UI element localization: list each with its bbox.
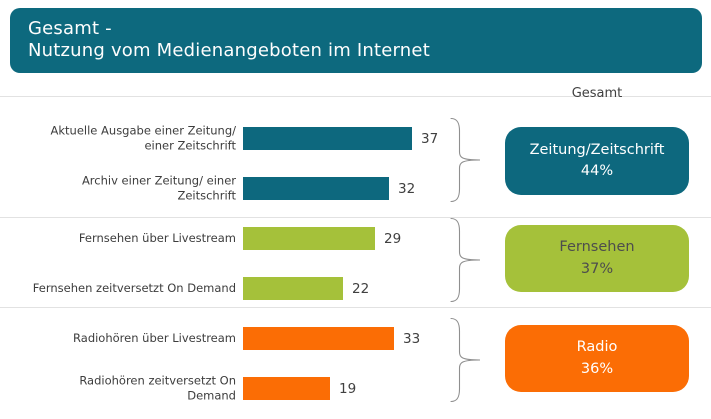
category-label: Radiohören über Livestream: [73, 330, 236, 345]
category-label: Fernsehen über Livestream: [78, 230, 236, 245]
group-summary-box: Zeitung/Zeitschrift 44%: [505, 127, 689, 195]
value-bar: [243, 327, 394, 350]
category-label: Fernsehen zeitversetzt On Demand: [32, 280, 236, 295]
value-label: 29: [384, 230, 402, 247]
page-title-line1: Gesamt -: [28, 18, 112, 39]
category-label: Aktuelle Ausgabe einer Zeitung/ einer Ze…: [50, 122, 236, 153]
group-brace: [450, 117, 481, 203]
value-bar: [243, 227, 375, 250]
category-label: Radiohören zeitversetzt On Demand: [79, 372, 236, 403]
right-column-header: Gesamt: [571, 86, 623, 101]
group-percent: 37%: [580, 260, 614, 277]
value-bar: [243, 177, 389, 200]
group-label: Fernsehen: [559, 239, 635, 256]
value-label: 32: [398, 180, 416, 197]
title-banner: Gesamt - Nutzung vom Medienangeboten im …: [10, 8, 702, 73]
page-title-line2: Nutzung vom Medienangeboten im Internet: [28, 39, 430, 61]
value-label: 22: [352, 280, 370, 297]
value-label: 37: [421, 130, 439, 147]
group-summary-box: Radio 36%: [505, 325, 689, 392]
value-bar: [243, 377, 330, 400]
group-brace: [450, 317, 481, 403]
group-label: Zeitung/Zeitschrift: [529, 141, 665, 158]
group-percent: 44%: [580, 163, 614, 179]
group-brace: [450, 217, 481, 303]
category-label: Archiv einer Zeitung/ einer Zeitschrift: [81, 172, 236, 203]
value-bar: [243, 127, 412, 150]
value-label: 19: [339, 380, 357, 397]
value-bar: [243, 277, 343, 300]
group-separator-line: [0, 217, 711, 218]
value-label: 33: [403, 330, 421, 347]
group-summary-box: Fernsehen 37%: [505, 225, 689, 292]
group-percent: 36%: [580, 360, 614, 377]
group-label: Radio: [576, 339, 618, 356]
group-separator-line: [0, 96, 711, 97]
group-separator-line: [0, 307, 711, 308]
